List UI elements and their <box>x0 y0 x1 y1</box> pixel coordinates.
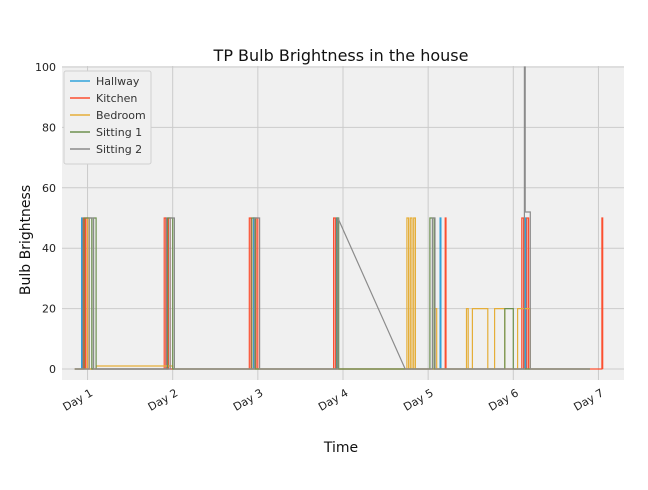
y-tick-label: 80 <box>42 121 56 134</box>
y-tick-label: 60 <box>42 182 56 195</box>
legend-label: Bedroom <box>96 109 146 122</box>
y-tick-label: 40 <box>42 242 56 255</box>
legend-label: Sitting 1 <box>96 126 142 139</box>
x-tick-labels: Day 1 Day 2 Day 3 Day 4 Day 5 Day 6 Day 7 <box>61 386 606 413</box>
legend-label: Kitchen <box>96 92 137 105</box>
legend-label: Sitting 2 <box>96 143 142 156</box>
grid-lines <box>62 66 624 380</box>
x-axis-label: Time <box>323 440 358 456</box>
legend-box <box>63 70 152 165</box>
series-lines <box>74 66 604 370</box>
series-line-sitting-2 <box>74 66 590 370</box>
y-axis-label: Bulb Brightness <box>18 185 34 295</box>
x-tick-label: Day 2 <box>146 386 180 413</box>
y-tick-label: 20 <box>42 303 56 316</box>
y-tick-label: 100 <box>35 61 56 74</box>
x-tick-label: Day 7 <box>572 386 606 413</box>
x-tick-label: Day 6 <box>486 386 520 413</box>
x-tick-label: Day 4 <box>316 386 350 413</box>
x-tick-label: Day 1 <box>61 386 95 413</box>
x-tick-label: Day 5 <box>401 386 435 413</box>
legend-label: Hallway <box>96 75 140 88</box>
x-tick-label: Day 3 <box>231 386 265 413</box>
y-tick-label: 0 <box>49 363 56 376</box>
chart-title: TP Bulb Brightness in the house <box>213 46 469 65</box>
y-tick-labels: 0 20 40 60 80 100 <box>35 61 56 376</box>
legend: Hallway Kitchen Bedroom Sitting 1 Sitting 2 <box>63 70 152 165</box>
